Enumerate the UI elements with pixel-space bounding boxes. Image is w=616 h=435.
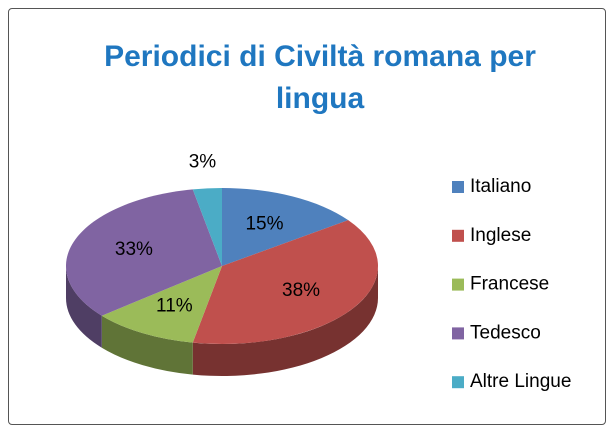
slice	[101, 266, 222, 343]
legend-label: Inglese	[470, 225, 531, 246]
legend-swatch	[452, 229, 464, 242]
chart-title: Periodici di Civiltà romana per lingua	[104, 40, 536, 115]
legend-label: Altre Lingue	[470, 371, 571, 392]
legend-label: Francese	[470, 274, 549, 295]
data-label: 3%	[189, 152, 217, 173]
slice-side	[192, 266, 378, 376]
data-label: 15%	[245, 213, 283, 234]
slice	[192, 220, 379, 344]
data-label: 33%	[115, 239, 153, 260]
data-label: 11%	[156, 295, 193, 316]
chart-frame	[8, 8, 606, 425]
legend-swatch	[452, 181, 464, 193]
legend-label: Italiano	[470, 176, 531, 197]
legend-swatch	[452, 278, 464, 291]
slice	[222, 188, 349, 266]
slice-side	[66, 266, 102, 348]
legend-swatch	[452, 327, 464, 340]
data-label: 38%	[282, 280, 320, 301]
legend-label: Tedesco	[470, 322, 541, 343]
slice-side	[101, 315, 193, 375]
slice	[192, 188, 222, 266]
slice	[65, 189, 223, 316]
legend-swatch	[452, 376, 464, 389]
